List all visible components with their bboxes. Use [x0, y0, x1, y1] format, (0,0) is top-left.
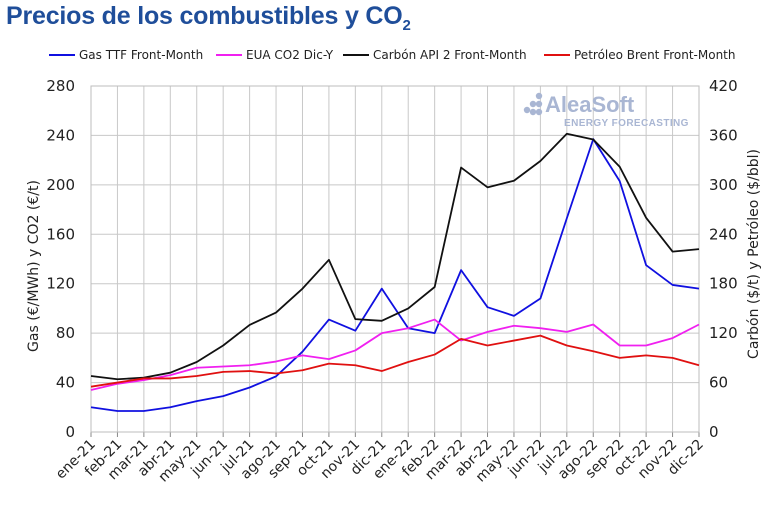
- series-line-gas-ttf-front-month: [90, 138, 700, 412]
- series-line-petroleo-brent-front-month: [90, 334, 700, 388]
- aleasoft-watermark: AleaSoft ENERGY FORECASTING: [523, 92, 689, 129]
- legend: Gas TTF Front-Month EUA CO2 Dic-Y Carbón A…: [49, 48, 735, 62]
- y-tick-right: 300: [709, 176, 738, 194]
- grid: [90, 85, 700, 433]
- y-tick-left: 120: [46, 275, 75, 293]
- series-line-eua-co2-dic-y: [90, 318, 700, 391]
- y-tick-left: 0: [65, 423, 75, 441]
- y-tick-left: 80: [56, 324, 75, 342]
- aleasoft-logo-icon: [523, 92, 543, 116]
- y-tick-left: 200: [46, 176, 75, 194]
- y-tick-right: 0: [709, 423, 719, 441]
- series-line-carbon-api-2-front-month: [90, 132, 700, 381]
- y-tick-right: 360: [709, 126, 738, 144]
- y-axis-left-label: Gas (€/MWh) y CO2 (€/t): [26, 180, 42, 352]
- y-tick-left: 240: [46, 126, 75, 144]
- y-tick-right: 240: [709, 225, 738, 243]
- y-tick-right: 60: [709, 374, 728, 392]
- y-axis-right-label: Carbón ($/t) y Petróleo ($/bbl): [746, 149, 762, 359]
- legend-label-gas-ttf-front-month: Gas TTF Front-Month: [79, 48, 203, 62]
- axes: 0 40 80 120 160 200 240 280 0 60 120 180 240 300 360 42…: [46, 77, 737, 485]
- legend-label-petroleo-brent-front-month: Petróleo Brent Front-Month: [574, 48, 735, 62]
- y-tick-left: 280: [46, 77, 75, 95]
- y-tick-left: 40: [56, 374, 75, 392]
- watermark-tagline: ENERGY FORECASTING: [564, 118, 689, 129]
- legend-label-eua-co2-dic-y: EUA CO2 Dic-Y: [246, 48, 334, 62]
- series-lines: [90, 132, 700, 412]
- y-tick-right: 180: [709, 275, 738, 293]
- chart-title: Precios de los combustibles y CO2: [6, 2, 411, 34]
- axis-labels: Gas (€/MWh) y CO2 (€/t) Carbón ($/t) y P…: [26, 149, 762, 359]
- plot-border: [90, 85, 700, 433]
- y-tick-right: 420: [709, 77, 738, 95]
- y-tick-right: 120: [709, 324, 738, 342]
- legend-label-carbon-api-2-front-month: Carbón API 2 Front-Month: [373, 48, 527, 62]
- chart-title-main: Precios de los combustibles y CO: [6, 2, 403, 30]
- chart-title-subscript: 2: [402, 17, 411, 34]
- watermark-brand: AleaSoft: [545, 92, 635, 117]
- y-tick-left: 160: [46, 225, 75, 243]
